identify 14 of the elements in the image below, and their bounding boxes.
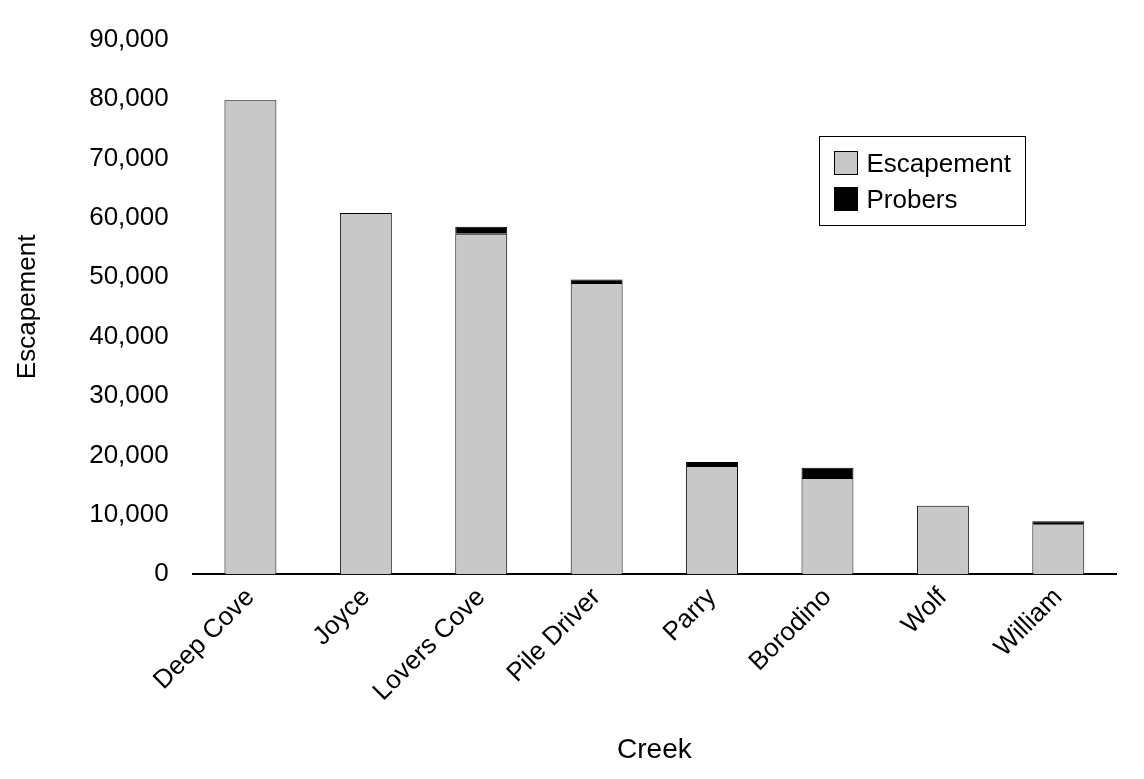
y-tick-label: 20,000 — [89, 438, 169, 469]
y-tick-label: 0 — [154, 557, 169, 588]
y-tick-label: 40,000 — [89, 319, 169, 350]
x-axis-title: Creek — [617, 732, 693, 764]
y-tick-label: 60,000 — [89, 200, 169, 231]
y-tick-label: 70,000 — [89, 141, 169, 172]
y-tick-label: 50,000 — [89, 260, 169, 291]
legend-label: Escapement — [866, 146, 1011, 180]
legend-label: Probers — [866, 182, 958, 216]
y-tick-label: 30,000 — [89, 379, 169, 410]
y-tick-label: 10,000 — [89, 497, 169, 528]
y-axis-title: Escapement — [10, 233, 41, 380]
y-tick-label: 90,000 — [89, 22, 169, 53]
y-tick-label: 80,000 — [89, 82, 169, 113]
